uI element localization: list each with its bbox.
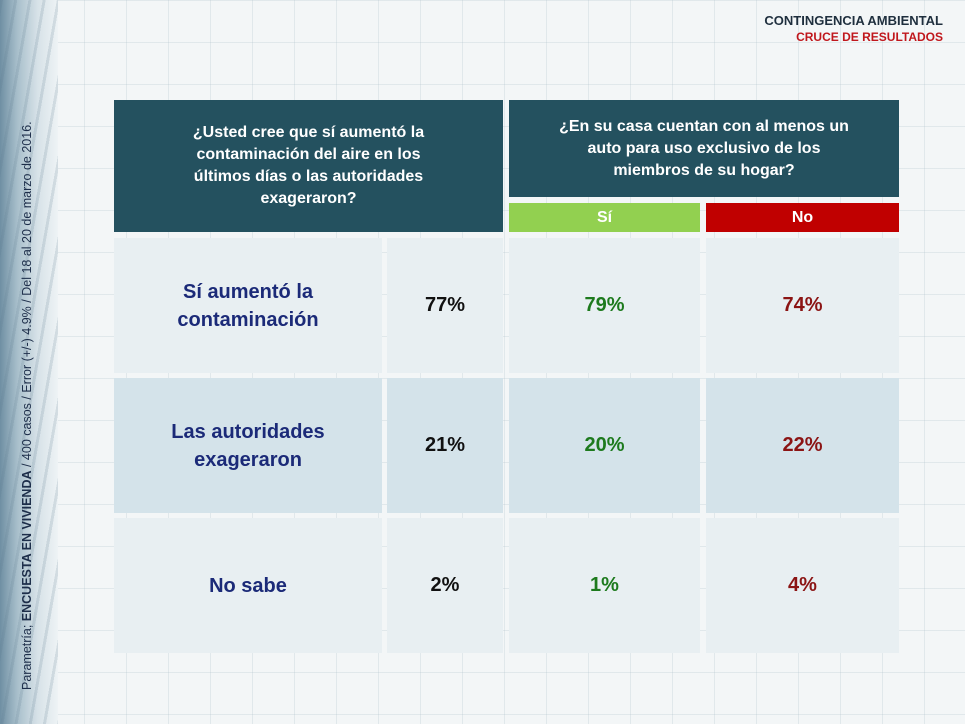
no-value-3: 4% <box>706 518 899 653</box>
question-left-header: ¿Usted cree que sí aumentó la contaminac… <box>114 100 503 232</box>
column-tag-si: Sí <box>509 203 700 232</box>
total-value-2: 21% <box>387 378 503 513</box>
no-value-2: 22% <box>706 378 899 513</box>
no-value-1: 74% <box>706 238 899 373</box>
si-value-2: 20% <box>509 378 700 513</box>
column-tag-no-label: No <box>791 208 814 226</box>
source-survey: ENCUESTA EN VIVIENDA <box>20 470 34 622</box>
row-label-1: Sí aumentó la contaminación <box>114 238 382 373</box>
source-note: Parametría; ENCUESTA EN VIVIENDA / 400 c… <box>20 30 34 690</box>
page-header: CONTINGENCIA AMBIENTAL CRUCE DE RESULTAD… <box>764 12 943 46</box>
column-tag-si-label: Sí <box>596 208 613 226</box>
total-value-3: 2% <box>387 518 503 653</box>
row-label-3: No sabe <box>114 518 382 653</box>
total-value-1: 77% <box>387 238 503 373</box>
question-left-text: ¿Usted cree que sí aumentó la contaminac… <box>192 124 425 207</box>
page-subtitle: CRUCE DE RESULTADOS <box>796 30 943 44</box>
page-title: CONTINGENCIA AMBIENTAL <box>764 13 943 28</box>
si-value-3: 1% <box>509 518 700 653</box>
source-prefix: Parametría; <box>20 621 34 690</box>
column-tag-no: No <box>706 203 899 232</box>
source-details: / 400 casos / Error (+/-) 4.9% / Del 18 … <box>20 121 34 471</box>
question-right-text: ¿En su casa cuentan con al menos un auto… <box>559 117 849 179</box>
si-value-1: 79% <box>509 238 700 373</box>
side-decoration <box>0 0 58 724</box>
question-right-header: ¿En su casa cuentan con al menos un auto… <box>509 100 899 197</box>
row-label-2: Las autoridades exageraron <box>114 378 382 513</box>
